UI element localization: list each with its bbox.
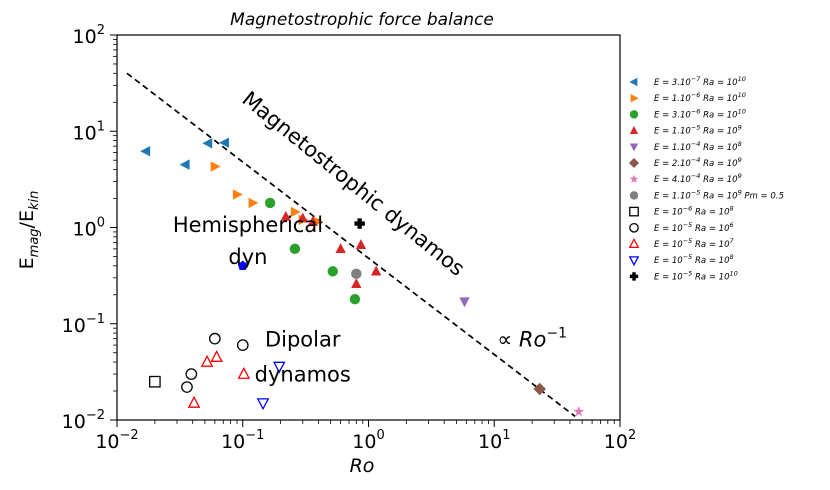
data-point [355, 239, 367, 250]
x-tick-label: 10−2 [95, 428, 138, 453]
data-point [290, 206, 301, 218]
legend-marker [629, 174, 639, 183]
data-point [349, 293, 361, 305]
legend: E = 3.10−7 Ra = 1010 E = 1.10−6 Ra = 1010… [628, 75, 784, 282]
chart-title: Magnetostrophic force balance [230, 10, 494, 30]
y-tick-label: 10−1 [62, 312, 105, 337]
data-point [264, 197, 276, 209]
data-point [140, 146, 151, 157]
annotation-dynamos: dynamos [255, 363, 351, 387]
legend-label: E = 10−6 Ra = 108 [654, 205, 734, 218]
data-point [200, 354, 214, 367]
y-axis-label: Emag/Ekin [16, 191, 42, 270]
legend-marker [629, 191, 639, 200]
legend-marker [629, 272, 639, 281]
legend-label: E = 10−5 Ra = 1010 [654, 269, 738, 282]
annotation-ro-scaling: ∝ Ro−1 [497, 326, 567, 352]
data-point [210, 350, 223, 362]
data-point [248, 197, 259, 209]
legend-marker [629, 206, 639, 217]
y-tick-label: 100 [73, 216, 105, 241]
data-point [187, 395, 201, 408]
data-point [185, 368, 198, 380]
data-point [232, 189, 243, 200]
data-point [459, 297, 470, 308]
x-tick-label: 10−1 [221, 428, 264, 453]
data-point [272, 361, 286, 374]
annotation-dyn: dyn [228, 245, 267, 269]
legend-marker [629, 222, 639, 233]
legend-marker [628, 157, 640, 169]
legend-label: E = 3.10−7 Ra = 1010 [654, 75, 746, 88]
annotation-dipolar: Dipolar [265, 328, 341, 352]
legend-label: E = 4.10−4 Ra = 109 [654, 172, 742, 185]
legend-label: E = 1.10−5 Ra = 109 [654, 124, 742, 137]
legend-label: E = 10−5 Ra = 106 [654, 221, 734, 234]
data-point [370, 265, 382, 276]
legend-label: E = 1.10−6 Ra = 1010 [654, 91, 746, 104]
data-point [210, 161, 221, 172]
legend-marker [629, 110, 639, 119]
data-point [351, 268, 362, 280]
data-point [179, 159, 190, 170]
annotation-hemispherical: Hemispherical [173, 213, 323, 237]
x-tick-label: 101 [478, 428, 510, 453]
data-point [181, 381, 193, 393]
legend-marker [628, 256, 640, 267]
data-point [237, 366, 251, 379]
data-point [149, 375, 161, 388]
x-tick-label: 100 [352, 428, 384, 453]
data-point [335, 243, 346, 254]
data-point [289, 243, 301, 255]
data-point [256, 398, 270, 411]
legend-marker [629, 143, 639, 152]
legend-marker [630, 94, 639, 103]
data-point [354, 218, 365, 229]
y-tick-label: 10−2 [62, 408, 105, 433]
legend-label: E = 2.10−4 Ra = 109 [654, 156, 742, 169]
y-tick-label: 102 [73, 23, 105, 48]
data-point [307, 215, 318, 226]
legend-marker [629, 125, 639, 134]
data-point [327, 266, 338, 277]
legend-label: E = 10−5 Ra = 108 [654, 253, 734, 266]
data-point [236, 339, 249, 351]
data-point [237, 260, 248, 271]
data-point [351, 278, 362, 288]
legend-marker [628, 237, 640, 249]
legend-label: E = 10−5 Ra = 107 [654, 237, 734, 250]
legend-label: E = 1.10−4 Ra = 108 [654, 140, 742, 153]
plot-area: 10−2 10−1 100 101 10210−210−1100101102Magnet… [62, 23, 637, 453]
legend-label: E = 1.10−5 Ra = 109 Pm = 0.5 [654, 188, 784, 201]
data-point [297, 212, 308, 223]
data-point [202, 138, 213, 149]
x-tick-label: 102 [604, 428, 636, 453]
data-point [533, 382, 546, 396]
data-point [219, 137, 229, 148]
legend-label: E = 3.10−6 Ra = 1010 [654, 107, 746, 120]
x-axis-label: Ro [350, 455, 375, 477]
data-point [573, 405, 585, 417]
y-tick-label: 101 [73, 119, 105, 144]
legend-marker [629, 77, 638, 87]
reference-line [126, 72, 576, 418]
data-point [280, 210, 292, 221]
data-point [209, 332, 221, 345]
